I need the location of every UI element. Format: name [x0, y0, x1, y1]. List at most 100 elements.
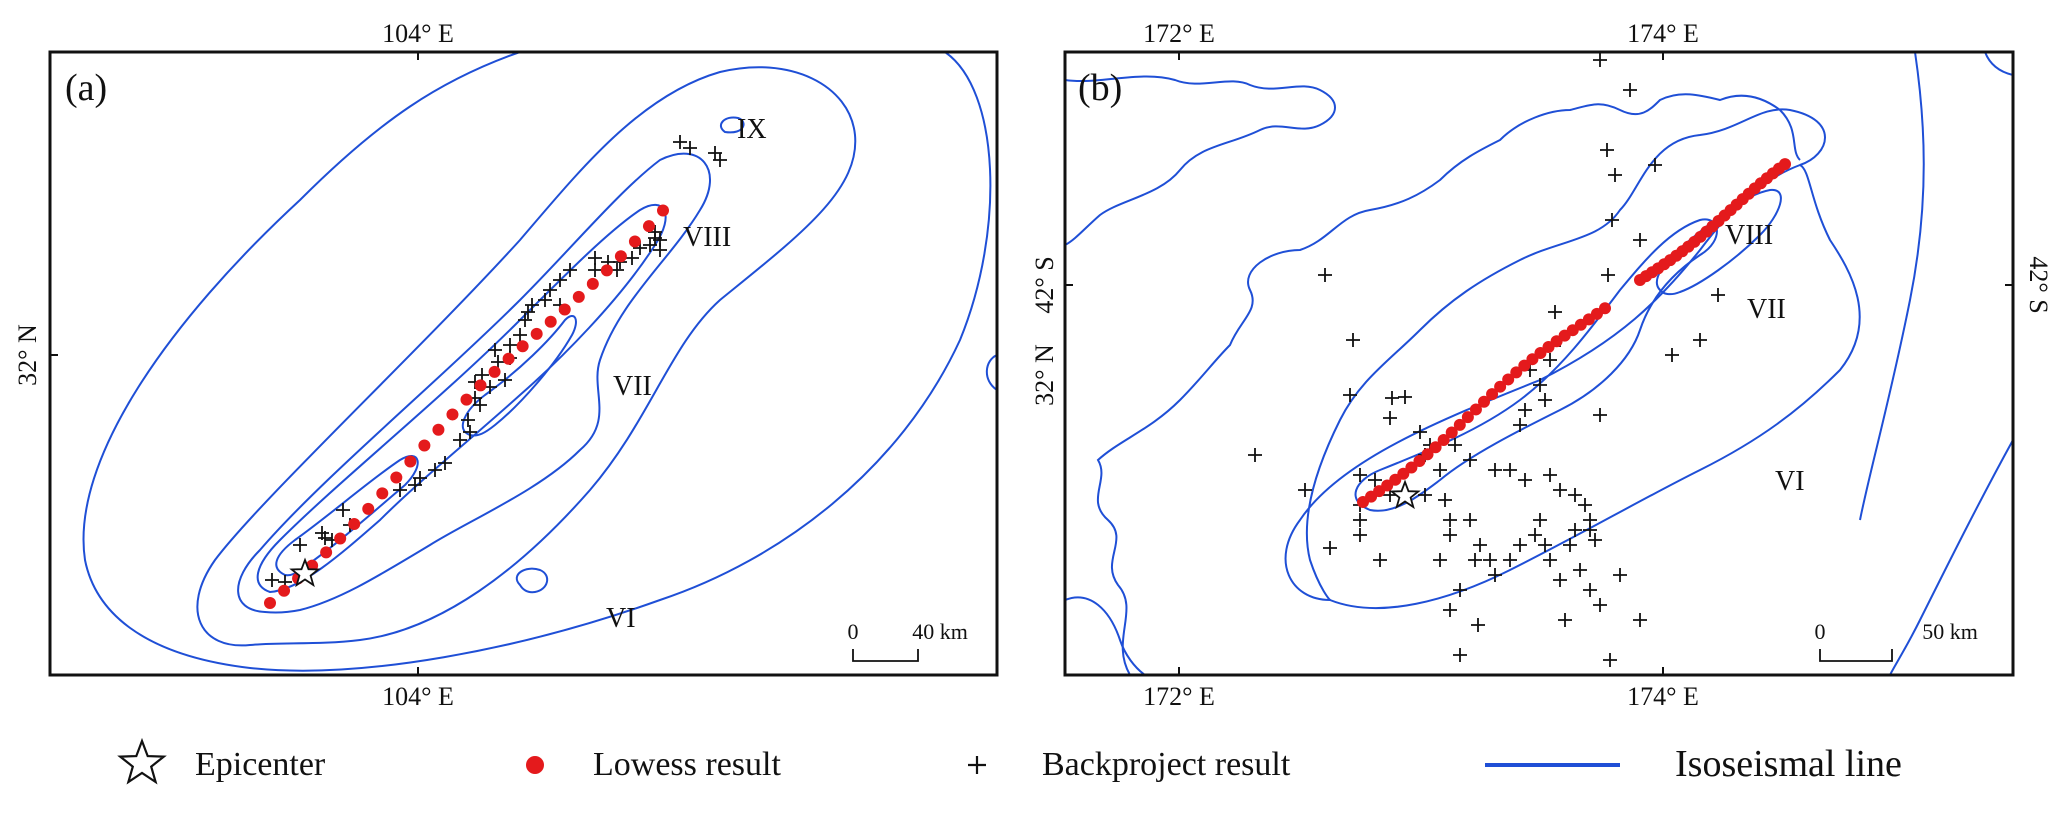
- panel-b-epicenter-star: [1389, 479, 1421, 510]
- lowess-point: [348, 517, 361, 530]
- lowess-point: [1469, 403, 1482, 416]
- backproject-point: [1665, 348, 1679, 362]
- backproject-point: [521, 305, 535, 319]
- panel-b-tag: (b): [1078, 67, 1122, 109]
- isoseismal-a-right-edge: [985, 354, 997, 391]
- backproject-point: [1488, 463, 1502, 477]
- backproject-point: [1568, 488, 1582, 502]
- backproject-point: [1318, 268, 1332, 282]
- backproject-point: [1711, 288, 1725, 302]
- legend-backproject-cross-icon: [968, 756, 986, 774]
- backproject-point: [1413, 425, 1427, 439]
- backproject-point: [453, 433, 467, 447]
- legend: Epicenter Lowess result Backproject resu…: [117, 737, 1902, 785]
- backproject-point: [1533, 378, 1547, 392]
- backproject-point: [1553, 573, 1567, 587]
- backproject-point: [653, 243, 667, 257]
- backproject-point: [503, 338, 517, 352]
- legend-backproject-label: Backproject result: [1042, 746, 1291, 783]
- backproject-point: [265, 573, 279, 587]
- lowess-point: [628, 235, 641, 248]
- panel-b-top-lon-left: 172° E: [1143, 19, 1215, 48]
- backproject-point: [1368, 473, 1382, 487]
- backproject-point: [1503, 553, 1517, 567]
- lowess-point: [1486, 388, 1499, 401]
- backproject-point: [1553, 483, 1567, 497]
- isoseismal-a-vii: [237, 152, 711, 614]
- panel-b-top-lon-right: 174° E: [1627, 19, 1699, 48]
- lowess-point: [516, 340, 529, 353]
- backproject-point: [1593, 598, 1607, 612]
- lowess-point: [558, 303, 571, 316]
- isoseismal-b-coastline: [1096, 93, 1801, 675]
- backproject-point: [1453, 648, 1467, 662]
- backproject-point: [1418, 488, 1432, 502]
- intensity-viii-b: VIII: [1725, 220, 1773, 251]
- backproject-point: [1528, 528, 1542, 542]
- lowess-point: [460, 393, 473, 406]
- backproject-point: [1438, 493, 1452, 507]
- legend-epicenter-label: Epicenter: [195, 746, 326, 783]
- lowess-point: [320, 546, 333, 559]
- backproject-point: [648, 231, 662, 245]
- backproject-point: [588, 263, 602, 277]
- backproject-point: [1471, 618, 1485, 632]
- panel-b: (b) 172° E 174° E 172° E 174° E 32° N 42…: [1030, 19, 2053, 711]
- lowess-point: [1421, 448, 1434, 461]
- lowess-point: [544, 315, 557, 328]
- backproject-point: [1543, 353, 1557, 367]
- backproject-point: [1563, 538, 1577, 552]
- isoseismal-a-outer: [82, 52, 992, 672]
- backproject-point: [1573, 563, 1587, 577]
- lowess-point: [446, 408, 459, 421]
- scale-b-end: 50 km: [1922, 619, 1978, 644]
- backproject-point: [1353, 513, 1367, 527]
- intensity-vi-b: VI: [1775, 466, 1805, 497]
- lowess-point: [278, 584, 291, 597]
- backproject-point: [1513, 538, 1527, 552]
- panel-a-left-lat: 32° N: [13, 324, 42, 386]
- backproject-point: [1353, 528, 1367, 542]
- lowess-point: [1461, 411, 1474, 424]
- backproject-point: [563, 263, 577, 277]
- backproject-point: [315, 526, 329, 540]
- lowess-point: [334, 532, 347, 545]
- backproject-point: [428, 463, 442, 477]
- lowess-point: [264, 597, 276, 609]
- backproject-point: [1385, 391, 1399, 405]
- backproject-point: [1488, 568, 1502, 582]
- lowess-point: [1437, 433, 1450, 446]
- backproject-point: [1583, 523, 1597, 537]
- backproject-point: [1483, 553, 1497, 567]
- panel-b-bottom-lon-right: 174° E: [1627, 682, 1699, 711]
- backproject-point: [1601, 268, 1615, 282]
- backproject-point: [1298, 483, 1312, 497]
- backproject-point: [1373, 553, 1387, 567]
- legend-isoseismal-label: Isoseismal line: [1675, 743, 1902, 785]
- lowess-point: [1397, 467, 1410, 480]
- panel-b-left-lat: 32° N: [1030, 344, 1059, 406]
- backproject-point: [1543, 468, 1557, 482]
- intensity-vii-a: VII: [613, 371, 652, 402]
- backproject-point: [1593, 408, 1607, 422]
- isoseismal-b-right2: [1889, 439, 2013, 675]
- backproject-point: [1588, 533, 1602, 547]
- backproject-point: [1693, 333, 1707, 347]
- lowess-point: [474, 379, 487, 392]
- lowess-point: [1510, 366, 1523, 379]
- panel-b-frame: [1063, 50, 2015, 677]
- backproject-point: [1538, 393, 1552, 407]
- backproject-point: [683, 141, 697, 155]
- lowess-point: [418, 439, 431, 452]
- backproject-point: [625, 251, 639, 265]
- backproject-point: [1383, 411, 1397, 425]
- backproject-point: [588, 251, 602, 265]
- backproject-point: [1468, 553, 1482, 567]
- backproject-point: [1398, 390, 1412, 404]
- panel-b-bottom-lon-left: 172° E: [1143, 682, 1215, 711]
- isoseismal-b-vi: [1284, 108, 1826, 602]
- panel-a-top-lon: 104° E: [382, 19, 454, 48]
- backproject-point: [1548, 305, 1562, 319]
- backproject-point: [1605, 213, 1619, 227]
